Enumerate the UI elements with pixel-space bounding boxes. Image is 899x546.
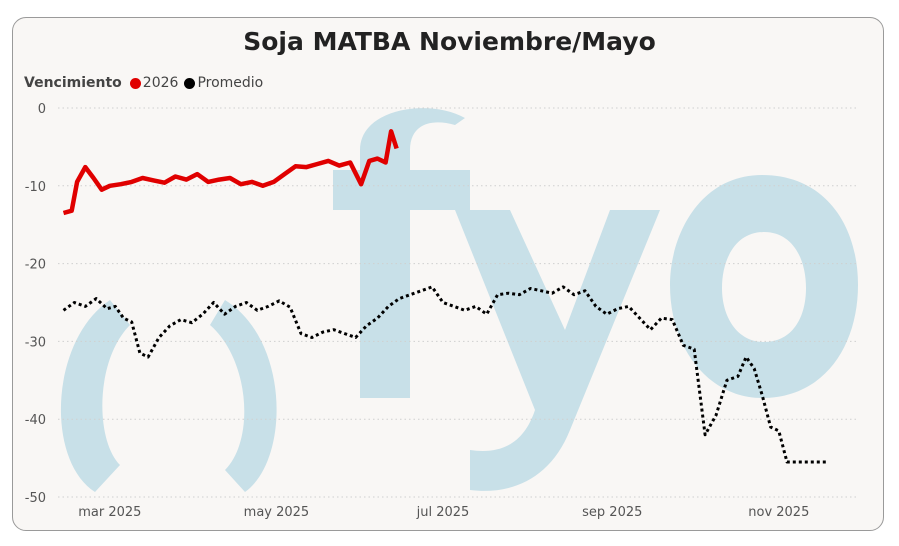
y-tick-label: 0 (38, 102, 46, 117)
fyo-logo-watermark (60, 108, 858, 492)
y-tick-label: -50 (25, 491, 46, 506)
y-tick-label: -30 (25, 335, 46, 350)
legend: Vencimiento 2026 Promedio (24, 74, 269, 92)
watermark-letter-f (333, 108, 470, 398)
series-line-promedio (62, 285, 828, 464)
legend-item-promedio[interactable]: Promedio (184, 75, 263, 91)
legend-marker-2026 (129, 77, 141, 89)
watermark-letter-y (455, 210, 660, 491)
x-tick-label: mar 2025 (78, 505, 141, 520)
x-tick-label: jul 2025 (416, 505, 470, 520)
legend-item-2026[interactable]: 2026 (129, 75, 179, 91)
watermark-right-paren (210, 300, 277, 492)
legend-label-2026: 2026 (142, 75, 179, 91)
legend-title: Vencimiento (24, 75, 122, 91)
x-tick-label: nov 2025 (748, 505, 809, 520)
chart-frame (12, 17, 884, 531)
series-line-2026 (62, 129, 399, 216)
y-tick-label: -20 (25, 258, 46, 273)
legend-marker-promedio (184, 77, 196, 89)
chart-title: Soja MATBA Noviembre/Mayo (243, 27, 656, 56)
legend-label-promedio: Promedio (197, 75, 264, 91)
x-tick-label: may 2025 (244, 505, 310, 520)
y-tick-label: -40 (25, 413, 46, 428)
y-tick-label: -10 (25, 180, 46, 195)
watermark-letter-o (670, 175, 858, 398)
x-tick-label: sep 2025 (582, 505, 642, 520)
watermark-left-paren (60, 300, 130, 492)
